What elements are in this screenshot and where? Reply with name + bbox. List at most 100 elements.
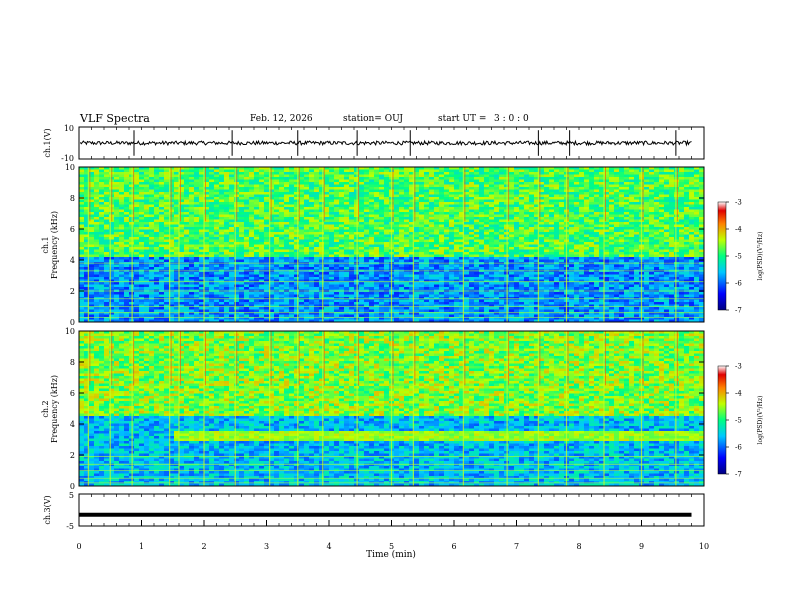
spectrogram-cell	[444, 247, 450, 250]
spectrogram-cell	[424, 177, 430, 180]
spectrogram-cell	[269, 209, 275, 213]
spectrogram-cell	[94, 222, 100, 225]
spectrogram-cell	[364, 212, 370, 215]
spectrogram-cell	[379, 309, 385, 313]
spectrogram-cell	[239, 239, 245, 243]
spectrogram-cell	[104, 227, 110, 230]
spectrogram-cell	[344, 199, 350, 203]
spectrogram-cell	[144, 212, 150, 215]
spectrogram-cell	[399, 202, 405, 205]
spectrogram-cell	[159, 244, 165, 248]
spectrogram-cell	[114, 264, 120, 268]
spectrogram-cell	[114, 224, 120, 228]
spectrogram-cell	[364, 209, 370, 213]
spectrogram-cell	[184, 202, 190, 205]
spectrogram-cell	[299, 277, 305, 280]
spectrogram-cell	[364, 247, 370, 250]
spectrogram-cell	[364, 172, 370, 175]
spectrogram-cell	[334, 202, 340, 205]
spectrogram-cell	[114, 217, 120, 220]
spectrogram-cell	[189, 317, 195, 320]
spectrogram-cell	[234, 294, 240, 298]
spectrogram-cell	[264, 247, 270, 250]
spectrogram-cell	[469, 249, 475, 253]
spectrogram-cell	[419, 299, 425, 303]
spectrogram-cell	[159, 232, 165, 235]
spectrogram-cell	[204, 279, 210, 283]
spectrogram-cell	[89, 287, 95, 290]
spectrogram-cell	[299, 224, 305, 228]
spectrogram-cell	[204, 237, 210, 240]
spectrogram-cell	[94, 237, 100, 240]
spectrogram-cell	[409, 247, 415, 250]
spectrogram-cell	[454, 259, 460, 263]
spectrogram-cell	[264, 257, 270, 260]
spectrogram-cell	[289, 179, 295, 183]
spectrogram-cell	[209, 229, 215, 233]
spectrogram-cell	[364, 184, 370, 188]
spectrogram-cell	[219, 219, 225, 223]
spectrogram-cell	[309, 204, 315, 208]
spectrogram-cell	[344, 287, 350, 290]
spectrogram-cell	[84, 227, 90, 230]
spectrogram-cell	[79, 309, 85, 313]
spectrogram-cell	[159, 179, 165, 183]
spectrogram-cell	[269, 307, 275, 310]
spectrogram-cell	[169, 232, 175, 235]
spectrogram-cell	[474, 292, 480, 295]
spectrogram-cell	[464, 237, 470, 240]
spectrogram-cell	[404, 234, 410, 238]
spectrogram-cell	[249, 179, 255, 183]
spectrogram-cell	[279, 184, 285, 188]
spectrogram-cell	[149, 319, 155, 323]
spectrogram-cell	[429, 174, 435, 178]
spectrogram-cell	[424, 222, 430, 225]
spectrogram-cell	[164, 307, 170, 310]
spectrogram-cell	[159, 274, 165, 278]
spectrogram-cell	[469, 312, 475, 315]
spectrogram-cell	[339, 314, 345, 318]
spectrogram-cell	[314, 167, 320, 170]
spectrogram-cell	[324, 259, 330, 263]
spectrogram-cell	[154, 234, 160, 238]
spectrogram-cell	[104, 257, 110, 260]
spectrogram-cell	[159, 182, 165, 185]
spectrogram-cell	[104, 294, 110, 298]
spectrogram-cell	[414, 314, 420, 318]
spectrogram-cell	[149, 242, 155, 245]
spectrogram-cell	[244, 287, 250, 290]
spectrogram-cell	[269, 222, 275, 225]
spectrogram-cell	[214, 312, 220, 315]
spectrogram-cell	[264, 244, 270, 248]
spectrogram-cell	[434, 204, 440, 208]
spectrogram-cell	[299, 239, 305, 243]
spectrogram-cell	[404, 272, 410, 275]
spectrogram-cell	[189, 292, 195, 295]
spectrogram-cell	[364, 257, 370, 260]
spectrogram-cell	[409, 307, 415, 310]
spectrogram-cell	[194, 252, 200, 255]
spectrogram-cell	[404, 227, 410, 230]
spectrogram-cell	[119, 249, 125, 253]
spectrogram-cell	[424, 239, 430, 243]
spectrogram-cell	[284, 169, 290, 173]
spectrogram-cell	[169, 209, 175, 213]
spectrogram-cell	[244, 302, 250, 305]
spectrogram-cell	[139, 217, 145, 220]
spectrogram-cell	[429, 194, 435, 198]
spectrogram-cell	[324, 287, 330, 290]
spectrogram-cell	[359, 259, 365, 263]
spectrogram-cell	[114, 232, 120, 235]
spectrogram-cell	[444, 227, 450, 230]
spectrogram-cell	[99, 302, 105, 305]
spectrogram-cell	[299, 222, 305, 225]
spectrogram-cell	[324, 217, 330, 220]
spectrogram-cell	[369, 219, 375, 223]
spectrogram-cell	[169, 214, 175, 218]
spectrogram-cell	[344, 194, 350, 198]
spectrogram-cell	[199, 314, 205, 318]
spectrogram-cell	[254, 317, 260, 320]
spectrogram-cell	[154, 184, 160, 188]
spectrogram-cell	[324, 229, 330, 233]
spectrogram-cell	[179, 307, 185, 310]
